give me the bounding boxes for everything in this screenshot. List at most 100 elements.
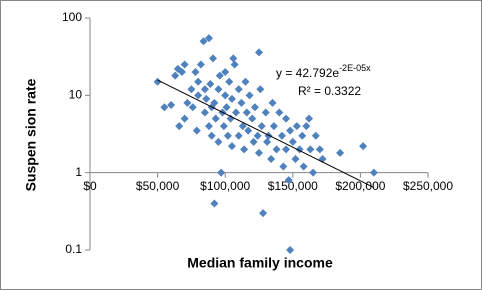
- x-tick-label: $0: [83, 179, 97, 193]
- point: [244, 126, 253, 135]
- point: [215, 71, 224, 80]
- point: [248, 114, 257, 123]
- point: [286, 126, 295, 135]
- point: [223, 131, 232, 140]
- equation-exponent: -2E-05x: [339, 63, 371, 73]
- point: [210, 98, 219, 107]
- point: [284, 176, 293, 185]
- r-squared: R² = 0.3322: [298, 84, 361, 98]
- point: [369, 168, 378, 177]
- point: [210, 199, 219, 208]
- point: [309, 168, 318, 177]
- point: [259, 209, 268, 218]
- x-tick-label: $50,000: [136, 179, 180, 193]
- point: [175, 122, 184, 131]
- point: [225, 77, 234, 86]
- point: [221, 68, 230, 77]
- point: [359, 142, 368, 151]
- point: [269, 122, 278, 131]
- y-tick-label: 100: [62, 10, 82, 24]
- point: [267, 155, 276, 164]
- point: [227, 94, 236, 103]
- point: [238, 122, 247, 131]
- point: [187, 85, 196, 94]
- point: [206, 80, 215, 89]
- point: [204, 122, 213, 131]
- point: [214, 137, 223, 146]
- point: [234, 85, 243, 94]
- point: [180, 114, 189, 123]
- point: [200, 85, 209, 94]
- x-tick-label: $250,000: [403, 179, 453, 193]
- point: [204, 34, 213, 43]
- y-tick-label: 1: [75, 165, 82, 179]
- point: [253, 131, 262, 140]
- point: [268, 98, 277, 107]
- point: [211, 114, 220, 123]
- point: [199, 37, 208, 46]
- x-tick-label: $200,000: [335, 179, 385, 193]
- point: [194, 77, 203, 86]
- point: [302, 122, 311, 131]
- point: [221, 91, 230, 100]
- point: [171, 71, 180, 80]
- point: [241, 77, 250, 86]
- point: [177, 68, 186, 77]
- point: [263, 137, 272, 146]
- point: [249, 137, 258, 146]
- point: [194, 91, 203, 100]
- trendline: [157, 79, 375, 189]
- equation: y = 42.792e-2E-05x: [276, 63, 371, 80]
- point: [279, 162, 288, 171]
- point: [180, 60, 189, 69]
- x-tick-label: $100,000: [200, 179, 250, 193]
- point: [188, 103, 197, 112]
- point: [282, 114, 291, 123]
- point: [183, 98, 192, 107]
- point: [234, 131, 243, 140]
- point: [272, 145, 281, 154]
- x-tick-label: $150,000: [268, 179, 318, 193]
- point: [167, 100, 176, 109]
- point: [191, 68, 200, 77]
- point: [256, 85, 265, 94]
- point: [298, 131, 307, 140]
- point: [232, 108, 241, 117]
- point: [305, 114, 314, 123]
- point: [311, 131, 320, 140]
- point: [192, 126, 201, 135]
- point: [291, 155, 300, 164]
- point: [257, 122, 266, 131]
- point: [299, 162, 308, 171]
- point: [160, 103, 169, 112]
- point: [277, 131, 286, 140]
- point: [229, 54, 238, 63]
- equation-base: y = 42.792e: [276, 66, 339, 80]
- x-axis-label: Median family income: [187, 255, 333, 271]
- point: [217, 168, 226, 177]
- point: [200, 108, 209, 117]
- point: [255, 148, 263, 157]
- point: [219, 122, 228, 131]
- point: [153, 77, 162, 86]
- y-tick-label: 0.1: [65, 242, 82, 256]
- point: [209, 54, 218, 63]
- point: [255, 48, 263, 57]
- point: [196, 60, 205, 69]
- point: [306, 145, 315, 154]
- point: [286, 246, 295, 254]
- point: [230, 60, 239, 69]
- point: [282, 145, 291, 154]
- point: [275, 108, 284, 117]
- point: [250, 103, 259, 112]
- point: [288, 137, 297, 146]
- point: [240, 145, 249, 154]
- point: [237, 98, 246, 107]
- point: [226, 114, 235, 123]
- point: [202, 94, 211, 103]
- point: [214, 85, 223, 94]
- point: [292, 122, 301, 131]
- point: [207, 131, 216, 140]
